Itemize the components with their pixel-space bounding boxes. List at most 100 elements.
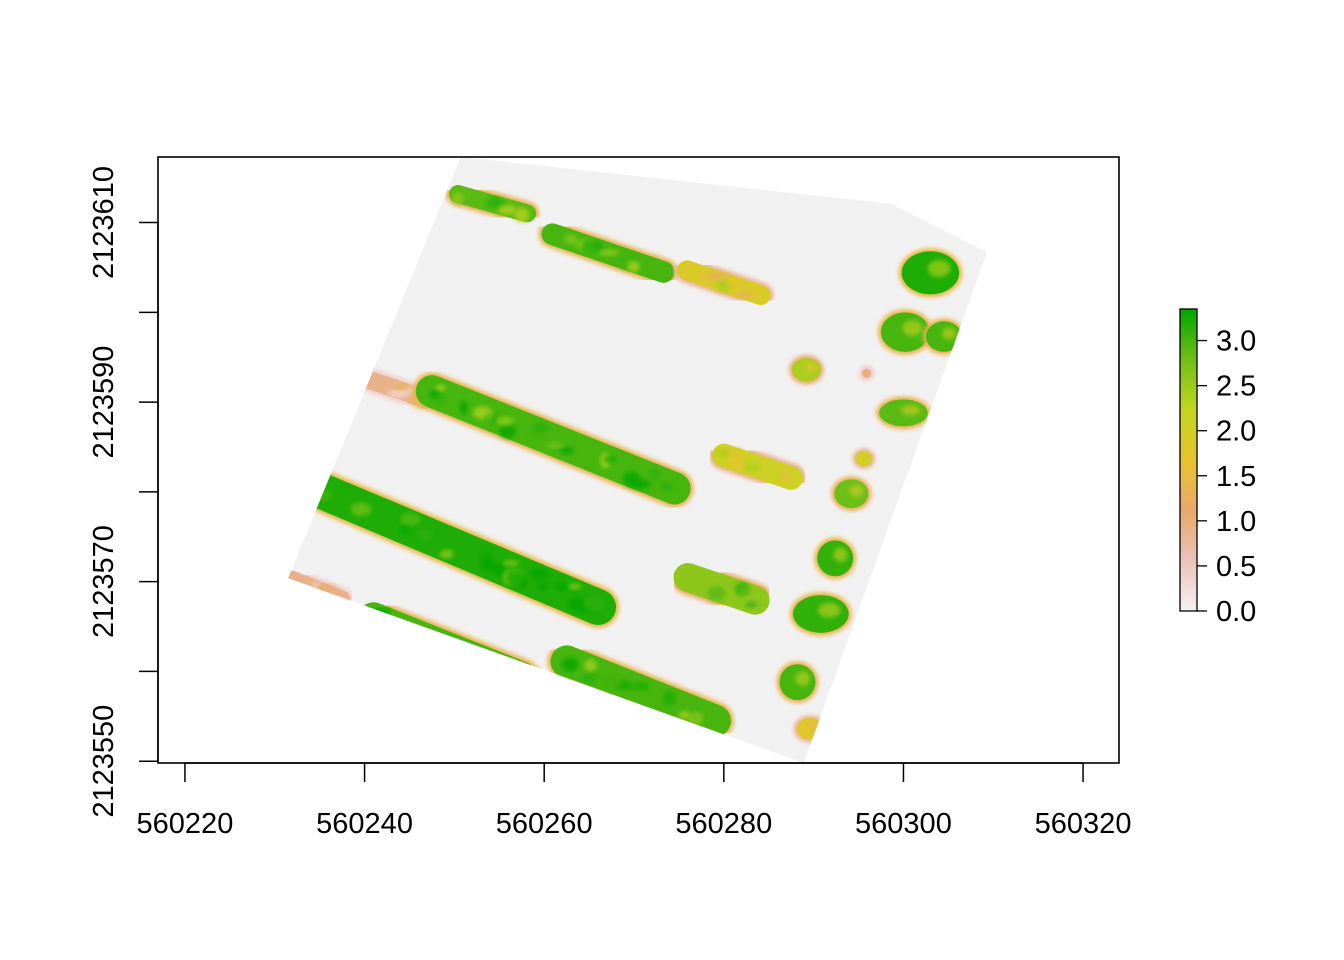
patch-core [759, 766, 804, 784]
row-texture-spot [514, 207, 530, 223]
row-texture-spot [568, 583, 582, 590]
row-texture-spot [532, 422, 548, 435]
row-texture-spot [689, 711, 703, 722]
row-texture-spot [337, 368, 356, 379]
vegetation-layer [288, 182, 965, 847]
x-tick-label: 560260 [496, 808, 593, 840]
row-texture-spot [428, 390, 440, 398]
row-texture-spot [506, 674, 526, 683]
patch-texture-spot [902, 320, 923, 337]
row-texture-spot [568, 596, 584, 611]
vegetation-patch [831, 476, 872, 512]
row-texture-spot [605, 676, 622, 689]
row-texture-spot [529, 567, 549, 580]
patch-core [787, 831, 801, 844]
row-texture-spot [735, 291, 756, 298]
row-texture-spot [316, 584, 339, 599]
x-tick-label: 560240 [316, 808, 413, 840]
vegetation-row [670, 560, 773, 618]
colorbar-tick-label: 0.5 [1216, 551, 1256, 583]
colorbar-tick-label: 1.5 [1216, 461, 1256, 493]
row-texture-spot [584, 659, 597, 672]
row-texture-spot [459, 400, 468, 415]
row-texture-spot [679, 711, 691, 720]
row-texture-spot [481, 555, 493, 571]
row-texture-spot [417, 632, 435, 640]
row-texture-spot [631, 681, 651, 691]
colorbar-tick-label: 3.0 [1216, 326, 1256, 358]
vegetation-patch [814, 537, 857, 580]
vegetation-patch [776, 661, 819, 704]
row-texture-spot [495, 416, 514, 426]
row-texture-spot [436, 384, 446, 392]
row-texture-spot [627, 260, 640, 273]
row-texture-spot [350, 502, 372, 517]
row-texture-spot [564, 234, 578, 245]
row-texture-spot [706, 272, 728, 281]
row-texture-spot [387, 390, 409, 399]
patch-edge [784, 828, 804, 847]
vegetation-patch [793, 715, 827, 743]
vegetation-row [674, 257, 774, 309]
vegetation-row [709, 440, 806, 493]
row-texture-spot [745, 601, 758, 610]
row-texture-spot [402, 634, 420, 646]
y-tick-label: 2123550 [88, 705, 120, 818]
x-tick-label: 560220 [137, 808, 234, 840]
y-tick-label: 2123590 [88, 346, 120, 459]
row-texture-spot [302, 470, 312, 479]
colorbar-tick-label: 2.5 [1216, 371, 1256, 403]
patch-texture-spot [818, 602, 841, 618]
row-texture-spot [523, 432, 537, 445]
row-texture-spot [561, 657, 579, 672]
row-texture-spot [660, 482, 673, 491]
patch-edge [755, 762, 807, 763]
colorbar-bar [1179, 308, 1198, 612]
patch-texture-spot [901, 404, 921, 416]
colorbar-legend: 0.0 0.5 1.0 1.5 2.0 2.5 3.0 [1179, 308, 1256, 628]
row-texture-spot [484, 410, 494, 425]
colorbar-tick-label: 1.0 [1216, 506, 1256, 538]
x-tick-label: 560300 [855, 808, 952, 840]
row-texture-spot [506, 572, 516, 579]
vegetation-row [288, 463, 620, 628]
y-tick-label: 2123570 [88, 525, 120, 638]
row-texture-spot [584, 596, 606, 613]
row-texture-spot [400, 525, 410, 535]
row-texture-spot [498, 204, 516, 216]
row-texture-spot [559, 446, 575, 455]
row-texture-spot [417, 527, 433, 541]
patch-texture-spot [793, 834, 799, 839]
x-tick-label: 560320 [1035, 808, 1132, 840]
row-texture-spot [312, 488, 332, 502]
row-texture-spot [745, 462, 760, 473]
y-axis: 2123550 2123570 2123590 2123610 [88, 166, 159, 818]
patch-texture-spot [849, 485, 864, 497]
row-texture-spot [583, 239, 595, 255]
x-axis: 560220 560240 560260 560280 560300 560320 [137, 762, 1132, 840]
row-texture-spot [426, 637, 436, 644]
row-texture-spot [439, 549, 454, 559]
row-texture-spot [499, 423, 516, 439]
row-texture-spot [662, 691, 676, 706]
row-texture-spot [366, 622, 384, 633]
row-texture-spot [452, 191, 464, 206]
row-texture-spot [369, 609, 388, 618]
y-tick-label: 2123610 [88, 166, 120, 279]
vegetation-patch [789, 355, 824, 385]
vegetation-row [412, 372, 694, 508]
vegetation-patch [898, 248, 963, 298]
vegetation-patch [877, 309, 933, 355]
row-texture-spot [780, 470, 792, 483]
vegetation-patch [922, 318, 965, 355]
row-texture-spot [376, 619, 391, 632]
row-texture-spot [603, 455, 618, 464]
row-texture-spot [740, 588, 751, 596]
row-texture-spot [538, 581, 549, 591]
vegetation-row [547, 642, 735, 740]
patch-texture-spot [795, 671, 811, 686]
vegetation-patch [789, 592, 852, 636]
row-texture-spot [289, 574, 300, 584]
patch-texture-spot [942, 327, 957, 340]
